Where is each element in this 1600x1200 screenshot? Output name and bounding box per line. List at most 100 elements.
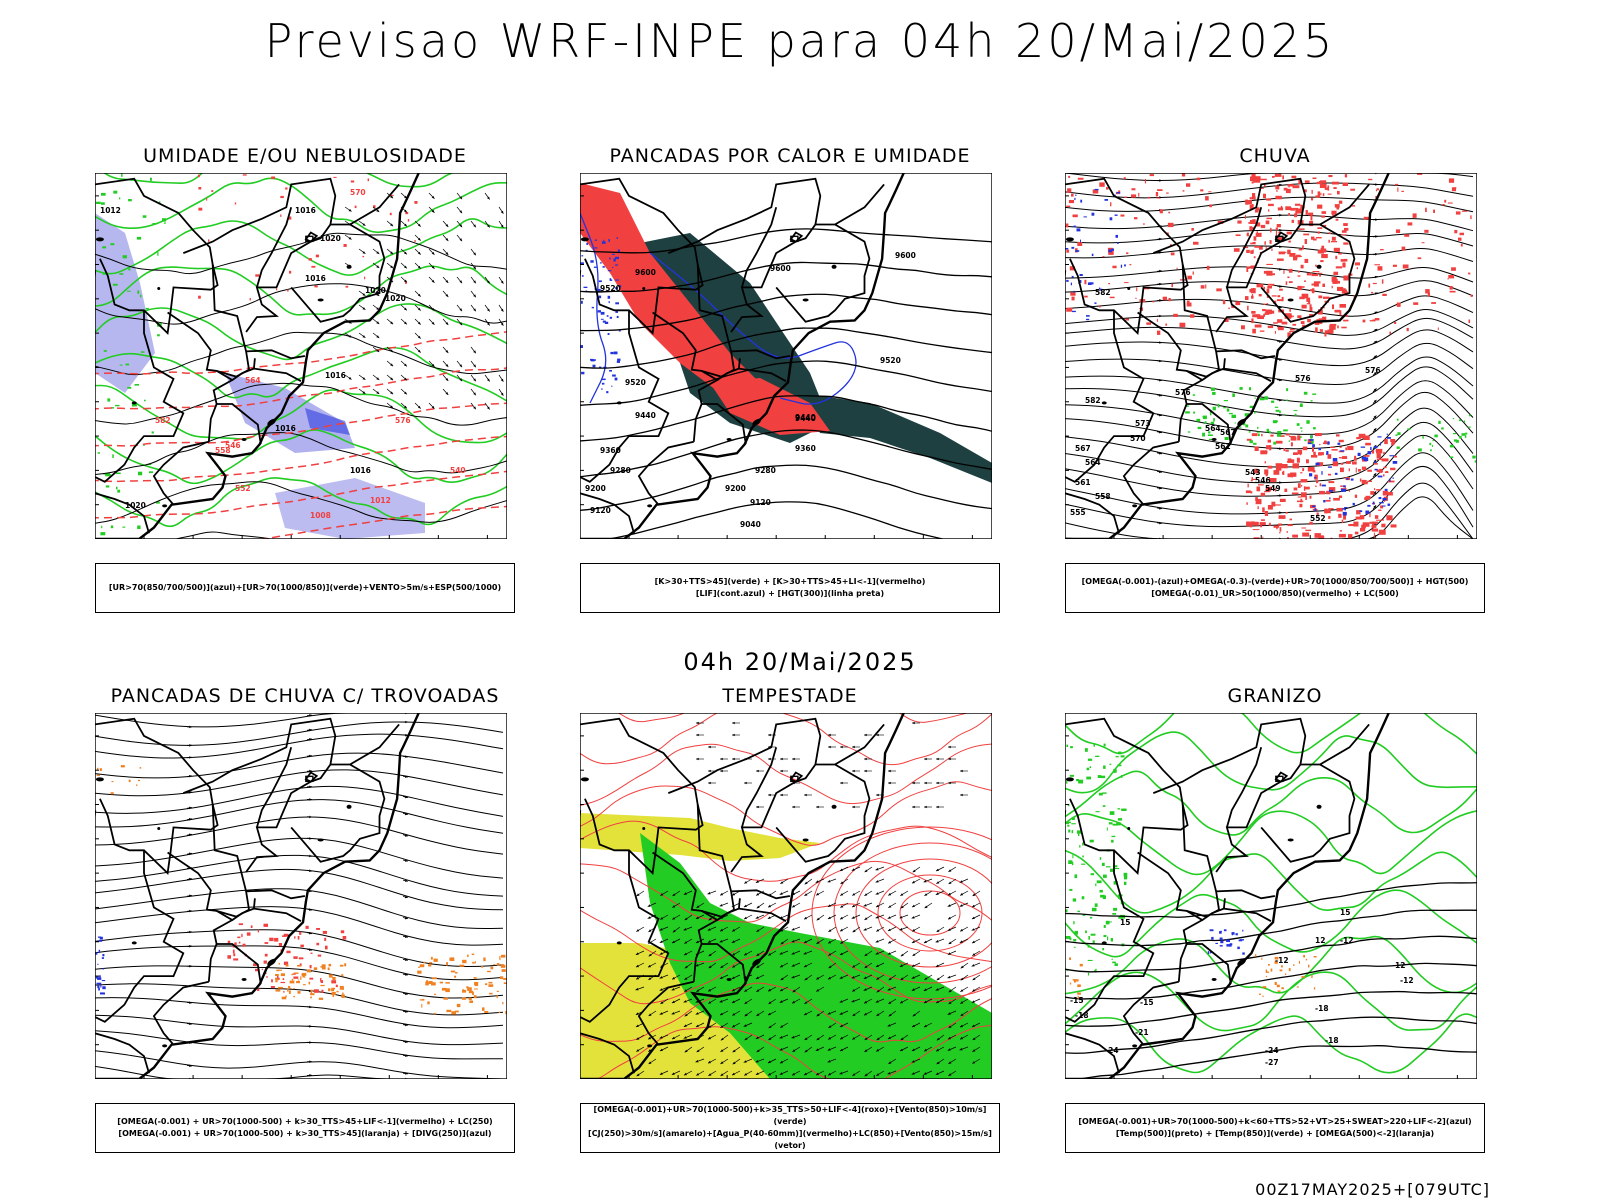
shaded-cell: [249, 298, 251, 301]
shaded-cell: [1283, 429, 1288, 432]
shaded-cell: [1285, 433, 1290, 436]
border-line: [95, 310, 185, 483]
shaded-cell: [211, 190, 214, 192]
shaded-cell: [1289, 308, 1291, 312]
shaded-cell: [1250, 250, 1254, 254]
shaded-cell: [1342, 511, 1347, 516]
wind-arrowhead: [309, 1025, 312, 1028]
border-line: [667, 717, 822, 873]
shaded-cell: [1367, 451, 1372, 455]
shaded-cell: [242, 174, 247, 176]
wind-arrowhead: [404, 223, 407, 227]
shaded-cell: [618, 330, 621, 332]
shaded-cell: [1103, 935, 1107, 937]
shaded-cell: [1329, 325, 1336, 330]
shaded-cell: [1309, 521, 1313, 525]
shaded-cell: [1279, 969, 1283, 972]
legend-line: [OMEGA(-0.001)-(azul)+OMEGA(-0.3)-(verde…: [1081, 577, 1469, 586]
panel-title: PANCADAS POR CALOR E UMIDADE: [609, 145, 971, 167]
shaded-cell: [1266, 263, 1273, 265]
wind-arrowhead: [696, 757, 699, 761]
shaded-cell: [1263, 303, 1266, 305]
shaded-cell: [1266, 486, 1272, 490]
shaded-cell: [1353, 521, 1359, 527]
wind-arrowhead: [839, 1000, 843, 1003]
wind-arrowhead: [390, 391, 394, 395]
shaded-cell: [1099, 182, 1105, 187]
wind-arrowhead: [635, 1012, 639, 1015]
shaded-cell: [490, 966, 494, 970]
wind-arrowhead: [672, 1036, 675, 1040]
shaded-cell: [1069, 937, 1072, 941]
wind-arrowhead: [445, 350, 449, 353]
shaded-cell: [1080, 199, 1083, 203]
shaded-cell: [1205, 425, 1208, 428]
wind-arrowhead: [863, 976, 867, 979]
shaded-cell: [1263, 286, 1265, 290]
shaded-cell: [102, 986, 106, 990]
shaded-cell: [1288, 240, 1291, 243]
lat-tick-label: 36S: [1042, 466, 1061, 476]
wind-arrowhead: [972, 1061, 976, 1064]
shaded-cell: [446, 1009, 452, 1013]
shaded-cell: [601, 382, 605, 385]
shaded-cell: [1379, 502, 1384, 504]
shaded-cell: [342, 987, 344, 990]
lon-tick-label: 40W: [1348, 543, 1371, 553]
contour-label: 1012: [370, 496, 391, 505]
shaded-cell: [297, 965, 301, 967]
lake: [95, 237, 104, 242]
shaded-cell: [1255, 232, 1262, 237]
shaded-cell: [1266, 288, 1270, 294]
wind-arrowhead: [827, 880, 831, 883]
streamline: [95, 785, 504, 817]
shaded-cell: [599, 262, 602, 264]
wind-arrowhead: [1159, 282, 1162, 286]
shaded-cell: [1246, 521, 1251, 527]
shaded-cell: [1417, 173, 1423, 175]
wind-arrowhead: [696, 721, 699, 725]
streamline: [1065, 452, 1474, 515]
wind-arrowhead: [189, 791, 192, 794]
wind-arrowhead: [636, 976, 640, 980]
shaded-cell: [1264, 241, 1266, 245]
shaded-cell: [278, 963, 280, 965]
shaded-cell: [1339, 304, 1346, 308]
wind-arrowhead: [635, 987, 639, 991]
shaded-cell: [1265, 969, 1268, 972]
border-line: [1152, 717, 1307, 873]
panel-title: PANCADAS DE CHUVA C/ TROVOADAS: [110, 685, 500, 707]
shaded-cell: [1073, 939, 1077, 942]
wind-arrowhead: [647, 904, 651, 907]
shaded-cell: [1376, 453, 1381, 459]
isoline: [899, 890, 961, 936]
isoline: [1065, 731, 1477, 794]
shaded-cell: [1071, 823, 1076, 825]
shaded-cell: [1095, 755, 1100, 757]
shaded-cell: [1267, 505, 1273, 510]
shaded-cell: [1323, 500, 1326, 503]
border-line: [1186, 403, 1232, 445]
wind-arrowhead: [948, 1036, 951, 1040]
shaded-cell: [1211, 387, 1215, 391]
wind-arrowhead: [417, 265, 421, 269]
wind-arrowhead: [780, 881, 784, 884]
shaded-cell: [1282, 470, 1285, 475]
wind-arrowhead: [348, 236, 352, 240]
shaded-cell: [611, 253, 615, 255]
shaded-cell: [1281, 965, 1283, 968]
shaded-cell: [1274, 331, 1276, 334]
shaded-cell: [1313, 238, 1317, 241]
wind-arrowhead: [972, 893, 976, 896]
shaded-cell: [310, 996, 312, 999]
wind-arrowhead: [744, 881, 748, 884]
shaded-cell: [1271, 273, 1275, 276]
wind-arrowhead: [404, 895, 408, 899]
shaded-cell: [1102, 792, 1107, 794]
lon-tick-label: 35W: [1397, 543, 1420, 553]
shaded-cell: [1251, 433, 1258, 437]
lon-tick-label: 40W: [378, 1083, 401, 1093]
shaded-cell: [1373, 446, 1378, 449]
shaded-cell: [1305, 529, 1312, 532]
shaded-cell: [1367, 480, 1372, 482]
